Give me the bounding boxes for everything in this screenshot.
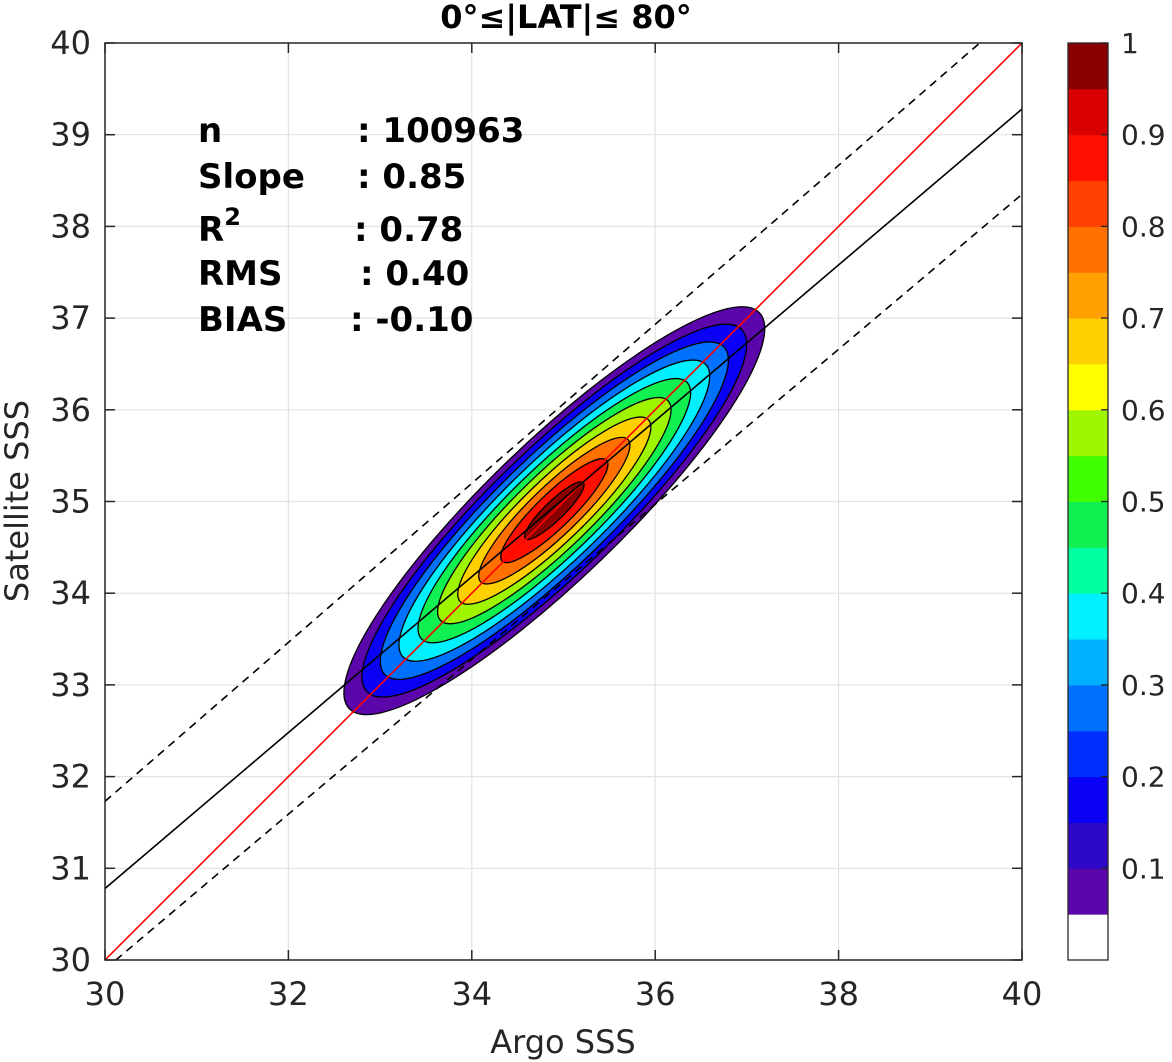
colorbar-segment xyxy=(1068,684,1108,732)
colorbar-tick-label: 0.2 xyxy=(1121,761,1166,794)
stat-bias-label: BIAS xyxy=(198,300,287,340)
colorbar-tick-label: 0.5 xyxy=(1121,486,1166,519)
stat-n-value: : 100963 xyxy=(357,111,524,151)
colorbar-tick-label: 0.1 xyxy=(1121,852,1166,885)
stats-box: n : 100963 Slope : 0.85 R2 : 0.78 RMS : 0.40 BIA… xyxy=(198,111,524,340)
stat-r-value: : 0.78 xyxy=(354,210,463,250)
colorbar: 0.1 0.2 0.3 0.4 0.5 0.6 0.7 0.8 0.9 1 xyxy=(1067,27,1166,961)
colorbar-tick-label: 0.7 xyxy=(1121,302,1166,335)
colorbar-segment xyxy=(1068,501,1108,548)
fit-line xyxy=(105,108,1022,890)
stat-rms-value: : 0.40 xyxy=(360,254,469,294)
y-axis-label: Satellite SSS xyxy=(0,400,36,602)
colorbar-tick-label: 0.4 xyxy=(1121,577,1166,610)
one-to-one-line xyxy=(105,43,1022,960)
y-tick-label: 39 xyxy=(50,116,91,154)
axis-ticks xyxy=(104,42,1023,961)
colorbar-segment xyxy=(1068,547,1108,594)
x-axis-label: Argo SSS xyxy=(490,1023,635,1061)
y-tick-label: 37 xyxy=(50,299,91,337)
colorbar-segment xyxy=(1068,318,1108,365)
colorbar-segment xyxy=(1068,730,1108,778)
colorbar-segment xyxy=(1068,914,1108,961)
x-tick-label: 36 xyxy=(635,975,676,1013)
stat-slope-value: : 0.85 xyxy=(357,157,466,197)
colorbar-segment xyxy=(1068,409,1108,457)
x-tick-label: 34 xyxy=(451,975,492,1013)
x-tick-label: 32 xyxy=(268,975,309,1013)
colorbar-segment xyxy=(1068,226,1108,273)
stat-r-label: R2 xyxy=(198,203,241,250)
y-tick-label: 36 xyxy=(50,391,91,429)
colorbar-segment xyxy=(1068,868,1108,915)
colorbar-tick-label: 0.6 xyxy=(1121,394,1166,427)
lower-bound-line xyxy=(114,193,1022,960)
colorbar-segment xyxy=(1068,593,1108,640)
y-tick-label: 40 xyxy=(50,24,91,62)
stat-slope-label: Slope xyxy=(198,157,305,197)
y-tick-label: 30 xyxy=(50,941,91,979)
colorbar-segment xyxy=(1068,455,1108,502)
colorbar-tick-label: 1 xyxy=(1121,27,1139,60)
stat-superscript: 2 xyxy=(224,203,241,231)
colorbar-tick-label: 0.8 xyxy=(1121,210,1166,243)
reference-lines xyxy=(105,43,1022,960)
y-tick-label: 31 xyxy=(50,849,91,887)
y-tick-label: 32 xyxy=(50,758,91,796)
upper-bound-line xyxy=(105,43,981,802)
colorbar-segment xyxy=(1068,272,1108,319)
chart-title: 0°≤|LAT|≤ 80° xyxy=(440,0,691,37)
colorbar-segment xyxy=(1068,88,1108,136)
y-tick-labels: 30 31 32 33 34 35 36 37 38 39 40 xyxy=(50,24,91,979)
y-tick-label: 35 xyxy=(50,483,91,521)
y-tick-label: 34 xyxy=(50,574,91,612)
colorbar-segment xyxy=(1068,822,1108,869)
stat-bias-value: : -0.10 xyxy=(350,300,473,340)
stat-n-label: n xyxy=(198,111,222,151)
colorbar-segment xyxy=(1068,180,1108,227)
colorbar-segment xyxy=(1068,43,1108,90)
x-tick-label: 30 xyxy=(85,975,126,1013)
y-tick-label: 33 xyxy=(50,666,91,704)
x-tick-labels: 30 32 34 36 38 40 xyxy=(85,975,1043,1013)
colorbar-segment xyxy=(1068,134,1108,182)
colorbar-segment xyxy=(1068,776,1108,823)
x-tick-label: 40 xyxy=(1002,975,1043,1013)
colorbar-segment xyxy=(1068,363,1108,411)
y-tick-label: 38 xyxy=(50,207,91,245)
stat-rms-label: RMS xyxy=(198,254,283,294)
colorbar-tick-label: 0.9 xyxy=(1121,119,1166,152)
colorbar-segment xyxy=(1068,639,1108,686)
x-tick-label: 38 xyxy=(818,975,859,1013)
colorbar-tick-label: 0.3 xyxy=(1121,669,1166,702)
